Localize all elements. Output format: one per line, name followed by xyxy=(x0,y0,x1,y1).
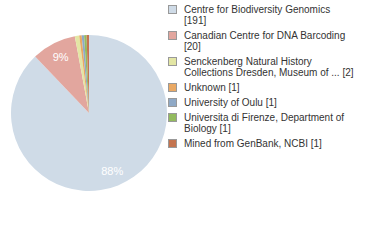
html-text:Centre for Biodiversity Genomi: Centre for Biodiversity Genomics [191] xyxy=(184,4,331,26)
html-text:Unknown [1]: Unknown [1] xyxy=(184,82,240,93)
html-text:Canadian Centre for DNA Barcod: Canadian Centre for DNA Barcoding [20] xyxy=(184,30,346,52)
html-text:Universita di Firenze, Departm: Universita di Firenze, Department of Bio… xyxy=(184,112,345,134)
html-text:Mined from GenBank, NCBI [1]: Mined from GenBank, NCBI [1] xyxy=(184,138,322,149)
svg-text:88%: 88% xyxy=(101,165,123,177)
html-text:Senckenberg Natural History Co: Senckenberg Natural History Collections … xyxy=(184,56,354,78)
svg-text:9%: 9% xyxy=(53,51,69,63)
html-text:University of Oulu [1]: University of Oulu [1] xyxy=(184,97,277,108)
